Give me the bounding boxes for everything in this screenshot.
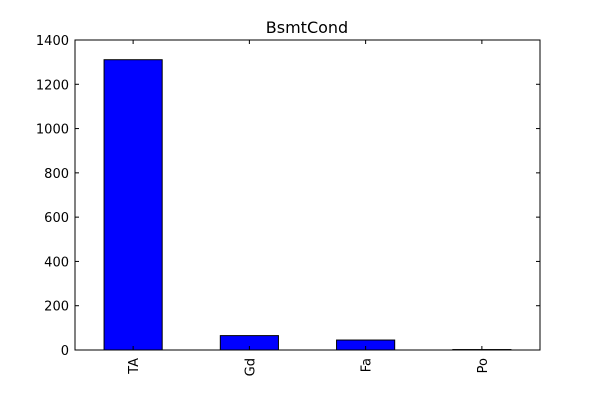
y-tick-label: 800 [44, 167, 69, 182]
x-tick-label: TA [127, 358, 142, 375]
chart-title: BsmtCond [266, 18, 348, 37]
y-tick-label: 1400 [36, 34, 69, 49]
bars-layer [104, 60, 511, 350]
x-tick-label: Po [476, 358, 491, 373]
bar-ta [104, 60, 162, 350]
y-tick-label: 200 [44, 300, 69, 315]
x-tick-label: Fa [360, 358, 375, 372]
x-tick-label: Gd [243, 358, 258, 376]
y-tick-label: 600 [44, 211, 69, 226]
y-tick-label: 1200 [36, 78, 69, 93]
y-tick-label: 400 [44, 255, 69, 270]
y-tick-label: 1000 [36, 123, 69, 138]
y-tick-label: 0 [61, 344, 69, 359]
